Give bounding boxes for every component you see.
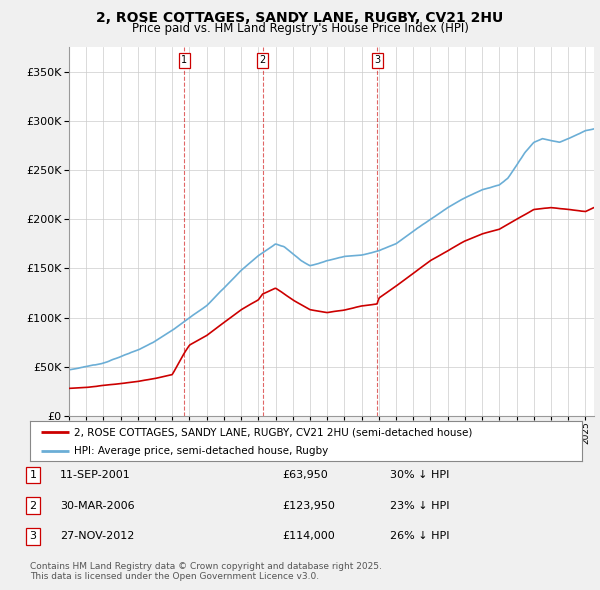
Text: 1: 1 — [29, 470, 37, 480]
Text: £114,000: £114,000 — [282, 532, 335, 541]
Text: £63,950: £63,950 — [282, 470, 328, 480]
Text: 26% ↓ HPI: 26% ↓ HPI — [390, 532, 449, 541]
Text: 2: 2 — [260, 55, 266, 65]
Text: HPI: Average price, semi-detached house, Rugby: HPI: Average price, semi-detached house,… — [74, 447, 328, 456]
Text: 2, ROSE COTTAGES, SANDY LANE, RUGBY, CV21 2HU (semi-detached house): 2, ROSE COTTAGES, SANDY LANE, RUGBY, CV2… — [74, 428, 473, 438]
Text: 11-SEP-2001: 11-SEP-2001 — [60, 470, 131, 480]
Text: 23% ↓ HPI: 23% ↓ HPI — [390, 501, 449, 510]
Text: 30% ↓ HPI: 30% ↓ HPI — [390, 470, 449, 480]
Text: 1: 1 — [181, 55, 187, 65]
Text: 30-MAR-2006: 30-MAR-2006 — [60, 501, 134, 510]
Text: 27-NOV-2012: 27-NOV-2012 — [60, 532, 134, 541]
Text: 3: 3 — [29, 532, 37, 541]
Text: 2, ROSE COTTAGES, SANDY LANE, RUGBY, CV21 2HU: 2, ROSE COTTAGES, SANDY LANE, RUGBY, CV2… — [97, 11, 503, 25]
Text: 3: 3 — [374, 55, 380, 65]
Text: 2: 2 — [29, 501, 37, 510]
Text: Price paid vs. HM Land Registry's House Price Index (HPI): Price paid vs. HM Land Registry's House … — [131, 22, 469, 35]
Text: Contains HM Land Registry data © Crown copyright and database right 2025.
This d: Contains HM Land Registry data © Crown c… — [30, 562, 382, 581]
Text: £123,950: £123,950 — [282, 501, 335, 510]
